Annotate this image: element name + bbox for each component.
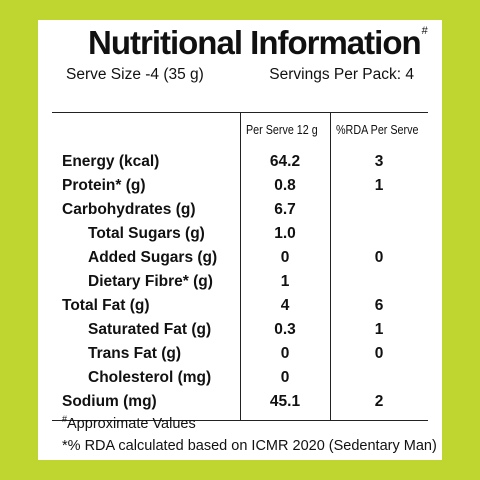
per-serve-value: 0 [280, 369, 290, 386]
column-divider [330, 113, 331, 420]
footnote-approx: #Approximate Values [62, 414, 196, 432]
serve-size: Serve Size -4 (35 g) [66, 66, 204, 83]
per-serve-value: 0.3 [274, 321, 296, 338]
footnote-approx-text: Approximate Values [67, 416, 196, 432]
column-divider [240, 113, 241, 420]
label-title: Nutritional Information# [88, 24, 428, 62]
nutrient-name: Trans Fat (g) [88, 345, 182, 362]
rda-value: 0 [374, 345, 384, 362]
nutrient-name: Saturated Fat (g) [88, 321, 212, 338]
nutrient-name: Protein* (g) [62, 177, 146, 194]
table-row: Dietary Fibre* (g) 1 [52, 273, 428, 297]
per-serve-value: 45.1 [269, 393, 301, 410]
rda-value: 3 [374, 153, 384, 170]
per-serve-value: 0 [280, 345, 290, 362]
rda-value: 1 [374, 177, 384, 194]
per-serve-value: 0.8 [274, 177, 296, 194]
nutrient-name: Added Sugars (g) [88, 249, 218, 266]
per-serve-value: 6.7 [274, 201, 296, 218]
table-row: Added Sugars (g) 0 0 [52, 249, 428, 273]
table-row: Total Fat (g) 4 6 [52, 297, 428, 321]
header-per-serve: Per Serve 12 g [246, 123, 318, 137]
nutrient-name: Sodium (mg) [62, 393, 157, 410]
nutrition-table: Per Serve 12 g %RDA Per Serve Energy (kc… [52, 112, 428, 421]
rda-value: 0 [374, 249, 384, 266]
nutrition-label: Nutritional Information# Serve Size -4 (… [52, 20, 437, 460]
table-row: Energy (kcal) 64.2 3 [52, 153, 428, 177]
per-serve-value: 0 [280, 249, 290, 266]
title-text: Nutritional Information [88, 24, 422, 61]
nutrient-name: Dietary Fibre* (g) [88, 273, 213, 290]
per-serve-value: 1.0 [274, 225, 296, 242]
table-row: Trans Fat (g) 0 0 [52, 345, 428, 369]
per-serve-value: 64.2 [269, 153, 301, 170]
title-footnote-mark: # [421, 25, 428, 37]
nutrient-name: Energy (kcal) [62, 153, 160, 170]
nutrient-name: Total Sugars (g) [88, 225, 205, 242]
nutrient-name: Carbohydrates (g) [62, 201, 196, 218]
table-row: Protein* (g) 0.8 1 [52, 177, 428, 201]
table-row: Carbohydrates (g) 6.7 [52, 201, 428, 225]
table-row: Sodium (mg) 45.1 2 [52, 393, 428, 417]
servings-per-pack: Servings Per Pack: 4 [269, 66, 414, 83]
nutrient-name: Total Fat (g) [62, 297, 150, 314]
rda-value: 1 [374, 321, 384, 338]
header-rda: %RDA Per Serve [336, 123, 419, 137]
table-row: Saturated Fat (g) 0.3 1 [52, 321, 428, 345]
per-serve-value: 1 [280, 273, 290, 290]
rda-value: 2 [374, 393, 384, 410]
table-row: Total Sugars (g) 1.0 [52, 225, 428, 249]
table-row: Cholesterol (mg) 0 [52, 369, 428, 393]
serving-info: Serve Size -4 (35 g) Servings Per Pack: … [66, 66, 414, 84]
footnote-mark: # [62, 414, 68, 424]
footnote-rda: *% RDA calculated based on ICMR 2020 (Se… [62, 438, 437, 454]
per-serve-value: 4 [280, 297, 290, 314]
nutrient-name: Cholesterol (mg) [88, 369, 212, 386]
rda-value: 6 [374, 297, 384, 314]
